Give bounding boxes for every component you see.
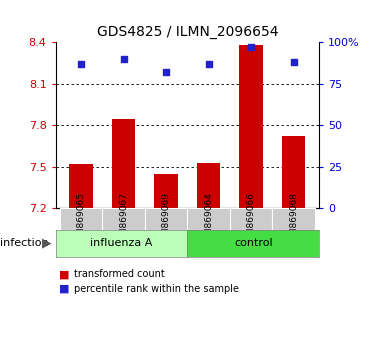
Text: ■: ■ — [59, 269, 70, 279]
Point — [121, 56, 127, 62]
Text: GSM869064: GSM869064 — [204, 192, 213, 247]
Text: percentile rank within the sample: percentile rank within the sample — [74, 284, 239, 293]
Point — [248, 45, 254, 50]
Title: GDS4825 / ILMN_2096654: GDS4825 / ILMN_2096654 — [96, 25, 278, 39]
Point — [290, 59, 296, 65]
Text: influenza A: influenza A — [90, 238, 153, 249]
Text: ▶: ▶ — [42, 237, 52, 250]
Text: control: control — [234, 238, 273, 249]
Bar — [230, 209, 272, 230]
Bar — [145, 209, 187, 230]
Bar — [102, 209, 145, 230]
Bar — [187, 209, 230, 230]
Text: GSM869068: GSM869068 — [289, 192, 298, 247]
Text: infection: infection — [0, 238, 49, 249]
Text: ■: ■ — [59, 284, 70, 293]
Text: transformed count: transformed count — [74, 269, 165, 279]
Text: GSM869066: GSM869066 — [247, 192, 256, 247]
Bar — [69, 164, 93, 209]
Text: GSM869067: GSM869067 — [119, 192, 128, 247]
Text: GSM869069: GSM869069 — [162, 192, 171, 247]
Bar — [282, 137, 305, 209]
Point — [163, 69, 169, 75]
Bar — [239, 45, 263, 209]
Bar — [197, 163, 220, 209]
Bar — [154, 174, 178, 209]
Bar — [112, 119, 135, 209]
Text: GSM869065: GSM869065 — [77, 192, 86, 247]
Point — [206, 61, 211, 67]
Point — [78, 61, 84, 67]
Bar — [272, 209, 315, 230]
Bar — [60, 209, 102, 230]
